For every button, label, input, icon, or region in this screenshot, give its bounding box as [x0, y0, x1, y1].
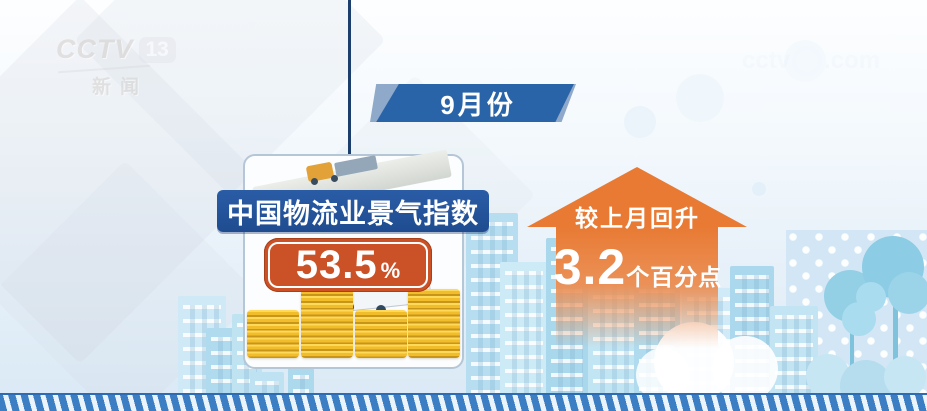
truck-wheel [331, 175, 338, 182]
site-watermark-prefix: cctv [742, 47, 791, 74]
coin-stack [408, 289, 460, 358]
badge-inner-outline [268, 242, 428, 288]
index-title: 中国物流业景气指数 [227, 198, 479, 229]
channel-logo: CCTV 13 新闻 [56, 34, 176, 99]
coin-stack [355, 310, 407, 358]
channel-logo-text: CCTV [56, 34, 134, 64]
coin-stack [301, 289, 353, 358]
bush [884, 356, 926, 398]
change-label: 较上月回升 [575, 205, 700, 231]
tree-foliage [856, 282, 886, 312]
change-unit: 个百分点 [626, 264, 723, 290]
building [250, 372, 284, 395]
drop-line [348, 0, 351, 172]
ribbon-front-layer: 9月份 [376, 84, 574, 122]
arrow-body [556, 226, 718, 348]
cloud [752, 182, 766, 196]
building [500, 262, 548, 395]
value-badge: 53.5 % [264, 238, 432, 292]
site-watermark-ring-icon [792, 46, 823, 76]
change-value: 3.2 [553, 239, 627, 295]
index-title-banner: 中国物流业景气指数 [217, 190, 489, 232]
period-label: 9月份 [440, 89, 516, 120]
tree-foliage [888, 272, 927, 314]
tree-trunk [893, 262, 898, 393]
coin-stack [247, 310, 299, 358]
period-ribbon: 9月份 [370, 84, 576, 122]
site-watermark-suffix: .com [824, 47, 881, 74]
channel-subtitle: 新闻 [92, 77, 149, 98]
bottom-stripe-ribbon [0, 393, 927, 411]
change-value-row: 3.2 个百分点 [538, 238, 738, 296]
index-unit: % [380, 258, 401, 283]
truck-wheel [311, 178, 318, 185]
cloud [676, 74, 724, 122]
channel-number-badge: 13 [138, 36, 176, 63]
index-value: 53.5 [295, 242, 378, 287]
site-watermark: cctv .com [742, 46, 880, 76]
tree-trunk [850, 300, 854, 393]
bush [712, 336, 778, 402]
building [288, 366, 314, 395]
cloud [624, 106, 656, 138]
